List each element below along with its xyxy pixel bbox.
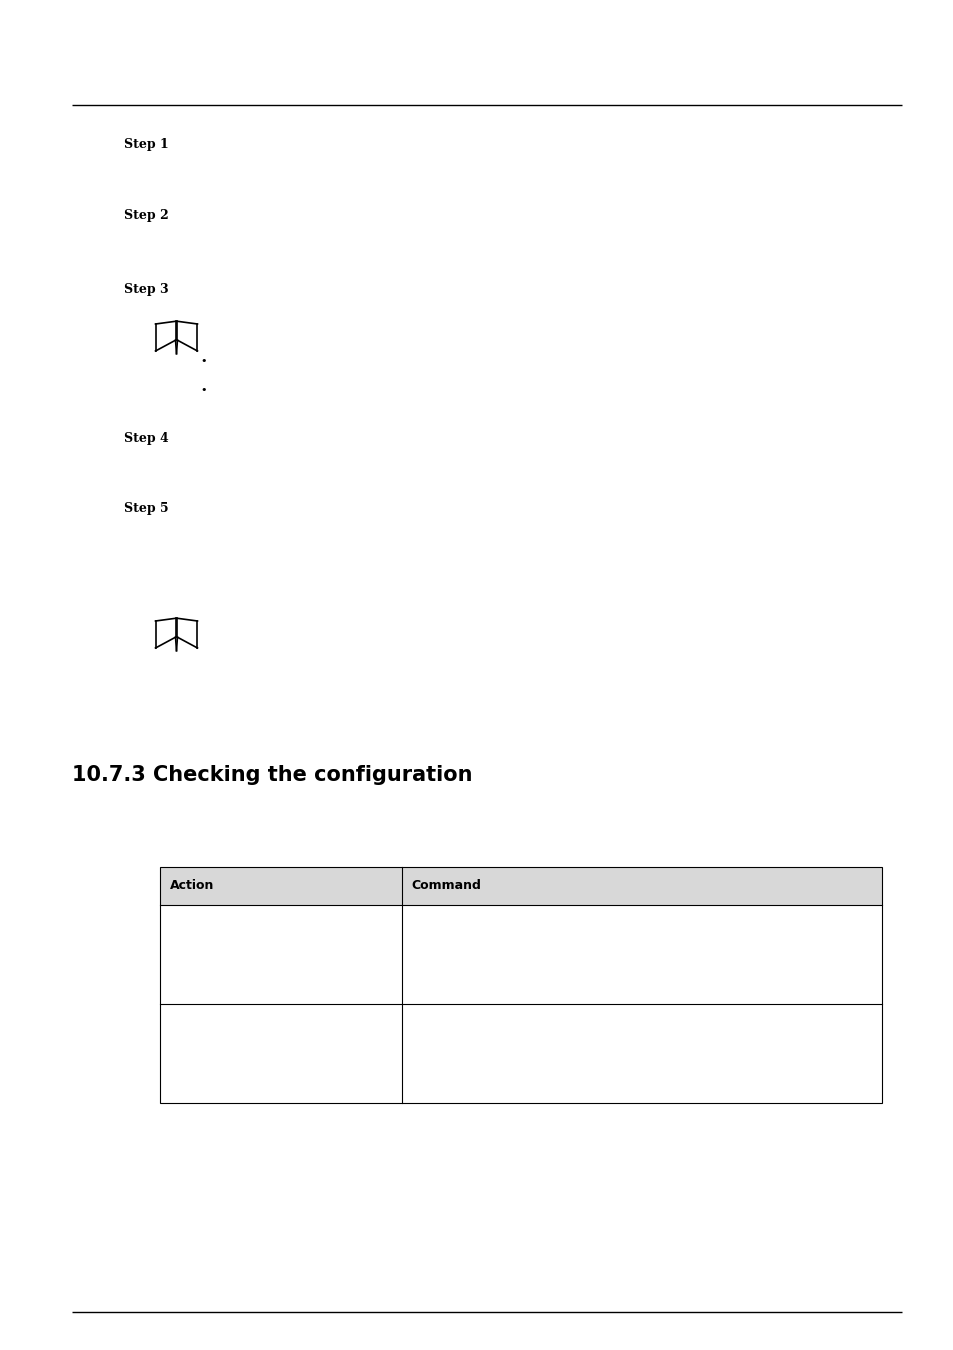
Text: 10.7.3 Checking the configuration: 10.7.3 Checking the configuration [71, 765, 472, 786]
Bar [160, 867, 882, 1103]
Bar [160, 867, 882, 905]
Text: Action: Action [170, 879, 214, 892]
Text: Step 5: Step 5 [124, 502, 169, 516]
Text: Command: Command [412, 879, 481, 892]
Text: Step 4: Step 4 [124, 432, 169, 446]
Text: •: • [200, 356, 207, 366]
Text: •: • [200, 385, 207, 394]
Text: Step 1: Step 1 [124, 138, 169, 151]
Text: Step 3: Step 3 [124, 284, 169, 297]
Bar [160, 867, 882, 1103]
Text: Step 2: Step 2 [124, 209, 169, 223]
